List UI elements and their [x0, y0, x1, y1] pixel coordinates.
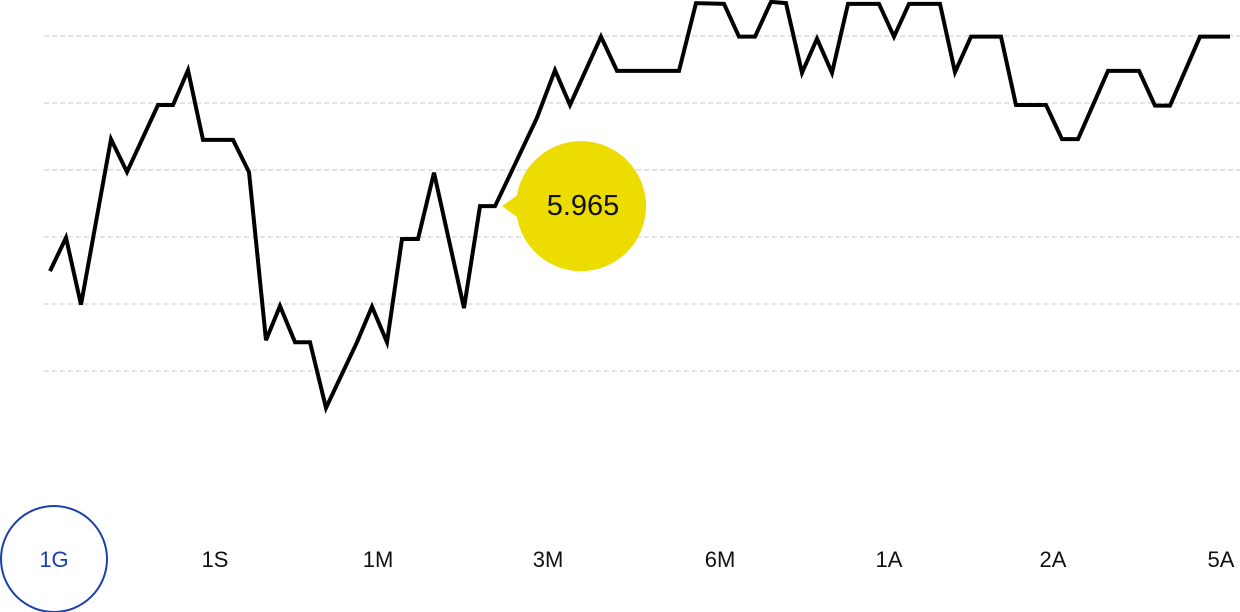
period-tab[interactable]: 5A — [1208, 547, 1235, 572]
period-tab[interactable]: 1A — [876, 547, 903, 572]
tooltip-value: 5.965 — [547, 190, 620, 222]
period-tab[interactable]: 2A — [1040, 547, 1067, 572]
tooltip-bubble — [502, 193, 520, 220]
period-tab[interactable]: 3M — [533, 547, 564, 572]
price-line — [48, 0, 1230, 414]
period-selected-ring — [0, 505, 108, 612]
period-tab[interactable]: 1M — [363, 547, 394, 572]
period-tab[interactable]: 1G — [39, 547, 68, 572]
period-tab[interactable]: 1S — [202, 547, 229, 572]
period-tab[interactable]: 6M — [705, 547, 736, 572]
tooltip-bubble — [516, 141, 646, 272]
